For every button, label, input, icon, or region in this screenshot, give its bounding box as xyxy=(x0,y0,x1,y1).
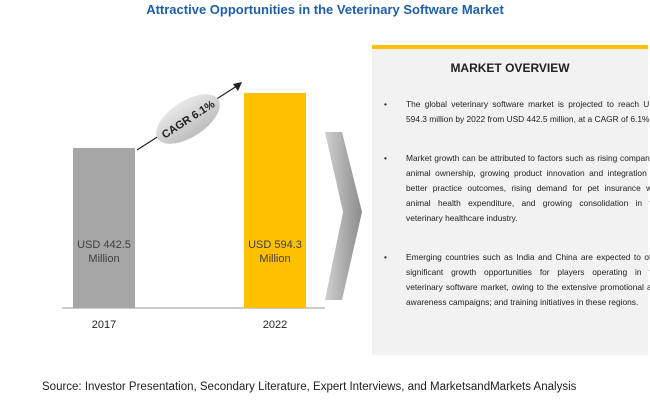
bar-label: USD 442.5 Million xyxy=(77,239,131,265)
year: 2017 xyxy=(91,319,117,331)
chevron xyxy=(325,132,362,300)
chart: CAGR 6.1% xyxy=(62,82,362,309)
arrow-head xyxy=(233,82,242,91)
bar xyxy=(244,93,306,308)
bullet: Emerging countries such as India and Chi… xyxy=(384,250,650,310)
overview-list: The global veterinary software market is… xyxy=(382,97,650,334)
overview-panel: MARKET OVERVIEW The global veterinary so… xyxy=(372,45,650,355)
cagr-ellipse xyxy=(156,94,220,144)
bar-label: USD 594.3 Million xyxy=(248,239,302,265)
bullet: Market growth can be attributed to facto… xyxy=(384,151,650,226)
overview-title: MARKET OVERVIEW xyxy=(450,61,570,75)
source: Source: Investor Presentation, Secondary… xyxy=(42,381,577,393)
chart-title: Attractive Opportunities in the Veterina… xyxy=(146,2,504,17)
bullet: The global veterinary software market is… xyxy=(384,97,650,127)
year: 2022 xyxy=(262,319,288,331)
bar xyxy=(73,147,135,308)
